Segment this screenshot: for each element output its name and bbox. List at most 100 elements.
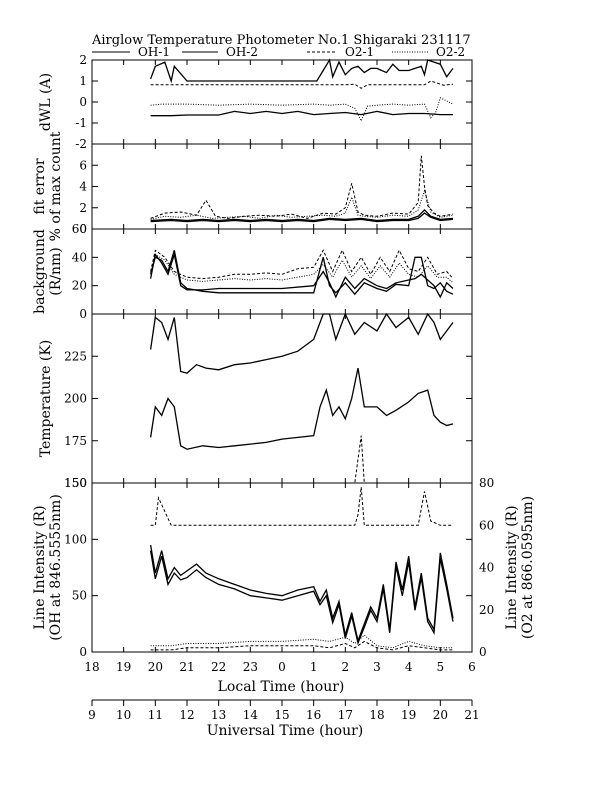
series-temp-oh-1: [149, 312, 454, 374]
series-int-o2-2: [150, 634, 453, 649]
series-dwl-oh-2: [150, 110, 453, 117]
ylabel-int: (OH at 846.5555nm): [48, 494, 64, 641]
universal-tick-label: 11: [148, 708, 163, 722]
series-int-o2-1: [150, 487, 453, 526]
panel-temp: 150 175 200 225 Temperature (K): [38, 313, 473, 490]
universal-tick-label: 17: [338, 708, 353, 722]
ytick-label-int: 50: [72, 589, 87, 603]
universal-tick-label: 21: [464, 708, 479, 722]
local-tick-label: 23: [243, 660, 258, 674]
series-int-oh-1: [149, 544, 454, 643]
series-fit-o2-2: [150, 189, 454, 220]
universal-tick-label: 10: [116, 708, 131, 722]
universal-tick-label: 14: [243, 708, 259, 722]
local-tick-label: 22: [211, 660, 226, 674]
panels: -2 -1 0 1 2 dWL (A) 0 2 4 6 fit error% of max coun…: [32, 53, 536, 659]
chart-title: Airglow Temperature Photometer No.1 Shig…: [91, 33, 471, 48]
universal-tick-label: 18: [369, 708, 384, 722]
ytick-label-fit: 2: [79, 201, 87, 215]
ytick-label-bg: 0: [79, 307, 87, 321]
local-tick-label: 2: [342, 660, 350, 674]
ytick-label-right-int: 20: [479, 603, 494, 617]
legend-label-o2-1: O2-1: [345, 45, 374, 59]
series-dwl-oh-1: [149, 58, 454, 84]
universal-time-label: Universal Time (hour): [207, 723, 364, 739]
series-bg-o2-1: [150, 249, 454, 280]
series-fit-oh-1: [150, 208, 454, 222]
local-time-label: Local Time (hour): [218, 679, 345, 695]
ytick-label-fit: 6: [79, 158, 87, 172]
ytick-label-dwl: 0: [79, 95, 87, 109]
ytick-label-dwl: 1: [79, 74, 87, 88]
ytick-label-temp: 175: [64, 434, 87, 448]
panel-fit: 0 2 4 6 fit error% of max count: [32, 131, 473, 241]
ytick-label-dwl: -1: [75, 116, 87, 130]
universal-tick-label: 20: [433, 708, 448, 722]
series-dwl-o2-2: [150, 97, 454, 123]
ytick-label-int: 100: [64, 532, 87, 546]
ylabel-bg: background: [32, 229, 48, 314]
ytick-label-right-int: 60: [479, 518, 494, 532]
local-tick-label: 18: [84, 660, 99, 674]
series-temp-o2-1: [150, 435, 453, 484]
series-dwl-o2-1: [150, 80, 454, 89]
ylabel-int: Line Intensity (R): [32, 505, 48, 629]
universal-tick-label: 13: [211, 708, 226, 722]
ytick-label-fit: 4: [79, 180, 87, 194]
series-bg-oh-2: [149, 251, 454, 299]
series-fit-oh-2: [150, 212, 454, 223]
local-tick-label: 0: [278, 660, 286, 674]
panel-frame-int: [91, 482, 473, 653]
universal-tick-label: 16: [306, 708, 321, 722]
panel-dwl: -2 -1 0 1 2 dWL (A): [38, 53, 473, 151]
panel-frame-bg: [91, 228, 473, 315]
ylabel-right-int: (O2 at 866.0595nm): [520, 496, 536, 639]
ytick-label-temp: 150: [64, 476, 87, 490]
ylabel-temp: Temperature (K): [38, 340, 54, 458]
ytick-label-right-int: 80: [479, 476, 494, 490]
ylabel-fit: % of max count: [48, 131, 64, 241]
ytick-label-fit: 0: [79, 222, 87, 236]
ytick-label-dwl: -2: [75, 137, 87, 151]
panel-frame-temp: [91, 313, 473, 484]
ytick-label-temp: 200: [64, 392, 87, 406]
series-int-o2-2b: [150, 640, 453, 651]
universal-tick-label: 9: [88, 708, 96, 722]
ytick-label-dwl: 2: [79, 53, 87, 67]
ytick-label-int: 150: [64, 476, 87, 490]
local-tick-label: 6: [468, 660, 476, 674]
local-tick-label: 3: [373, 660, 381, 674]
series-bg-o2-2: [150, 253, 454, 284]
ylabel-right-int: Line Intensity (R): [504, 505, 520, 629]
local-tick-label: 20: [148, 660, 163, 674]
legend: OH-1 OH-2 O2-1 O2-2: [92, 45, 465, 59]
series-fit-o2-1: [150, 155, 454, 219]
ylabel-fit: fit error: [32, 158, 48, 215]
universal-tick-label: 15: [274, 708, 289, 722]
legend-label-oh-1: OH-1: [138, 45, 170, 59]
panel-bg: 0 20 40 60 background (R/nm): [32, 222, 473, 321]
legend-label-oh-2: OH-2: [226, 45, 258, 59]
local-tick-label: 1: [310, 660, 318, 674]
local-tick-label: 4: [405, 660, 413, 674]
ytick-label-int: 0: [79, 645, 87, 659]
panel-frame-dwl: [91, 59, 473, 145]
local-tick-label: 5: [437, 660, 445, 674]
ytick-label-temp: 225: [64, 349, 87, 363]
local-tick-label: 21: [179, 660, 194, 674]
series-bg-oh-1: [149, 250, 454, 296]
legend-label-o2-2: O2-2: [436, 45, 465, 59]
ytick-label-bg: 40: [72, 250, 87, 264]
universal-tick-label: 12: [179, 708, 194, 722]
ytick-label-bg: 60: [72, 222, 87, 236]
universal-tick-label: 19: [401, 708, 416, 722]
ytick-label-right-int: 0: [479, 645, 487, 659]
series-temp-oh-2: [149, 367, 454, 450]
ytick-label-right-int: 40: [479, 561, 494, 575]
ylabel-bg: (R/nm): [48, 247, 64, 295]
ylabel-dwl: dWL (A): [38, 73, 54, 131]
series-int-oh-2: [149, 550, 454, 646]
local-tick-label: 19: [116, 660, 131, 674]
